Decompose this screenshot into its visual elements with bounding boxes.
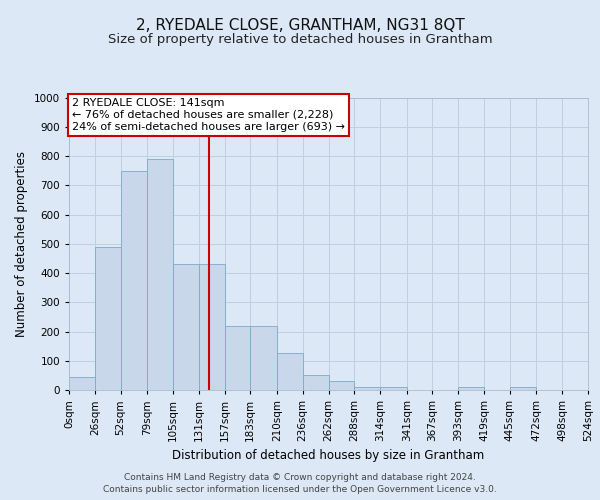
Bar [147, 159, 173, 390]
X-axis label: Distribution of detached houses by size in Grantham: Distribution of detached houses by size … [172, 450, 485, 462]
Bar [354, 387, 380, 390]
Bar [458, 387, 484, 390]
Bar [224, 326, 250, 390]
Bar [277, 354, 303, 390]
Bar [69, 377, 95, 390]
Bar [250, 326, 277, 390]
Bar [121, 170, 147, 390]
Bar [303, 376, 329, 390]
Text: 2, RYEDALE CLOSE, GRANTHAM, NG31 8QT: 2, RYEDALE CLOSE, GRANTHAM, NG31 8QT [136, 18, 464, 32]
Bar [173, 264, 199, 390]
Text: Size of property relative to detached houses in Grantham: Size of property relative to detached ho… [107, 32, 493, 46]
Bar [199, 264, 224, 390]
Bar [95, 246, 121, 390]
Bar [380, 387, 407, 390]
Bar [510, 387, 536, 390]
Text: 2 RYEDALE CLOSE: 141sqm
← 76% of detached houses are smaller (2,228)
24% of semi: 2 RYEDALE CLOSE: 141sqm ← 76% of detache… [72, 98, 345, 132]
Text: Contains public sector information licensed under the Open Government Licence v3: Contains public sector information licen… [103, 485, 497, 494]
Y-axis label: Number of detached properties: Number of detached properties [15, 151, 28, 337]
Bar [329, 381, 354, 390]
Text: Contains HM Land Registry data © Crown copyright and database right 2024.: Contains HM Land Registry data © Crown c… [124, 472, 476, 482]
